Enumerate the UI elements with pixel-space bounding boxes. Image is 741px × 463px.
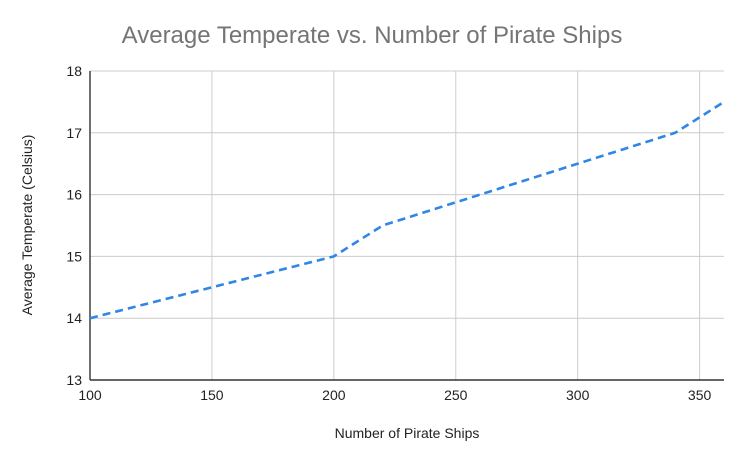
- y-tick-label: 16: [66, 187, 82, 203]
- y-tick-label: 15: [66, 248, 82, 264]
- y-tick-label: 17: [66, 125, 82, 141]
- series-layer: [89, 100, 725, 320]
- y-tick-label: 14: [66, 310, 82, 326]
- y-tick-label: 18: [66, 63, 82, 79]
- x-axis-ticks: 100 150 200 250 300 350: [78, 387, 711, 403]
- x-tick-label: 200: [322, 387, 346, 403]
- y-tick-label: 13: [66, 372, 82, 388]
- y-axis-ticks: 13 14 15 16 17 18: [66, 63, 82, 388]
- x-tick-label: 300: [566, 387, 590, 403]
- x-tick-label: 100: [78, 387, 102, 403]
- y-axis-title: Average Temperate (Celsius): [19, 135, 35, 316]
- series-line-0: [89, 100, 725, 320]
- x-tick-label: 350: [688, 387, 712, 403]
- x-tick-label: 150: [200, 387, 224, 403]
- gridlines: [89, 70, 724, 381]
- x-tick-label: 250: [444, 387, 468, 403]
- chart-title: Average Temperate vs. Number of Pirate S…: [122, 22, 623, 49]
- x-axis-title: Number of Pirate Ships: [335, 425, 480, 441]
